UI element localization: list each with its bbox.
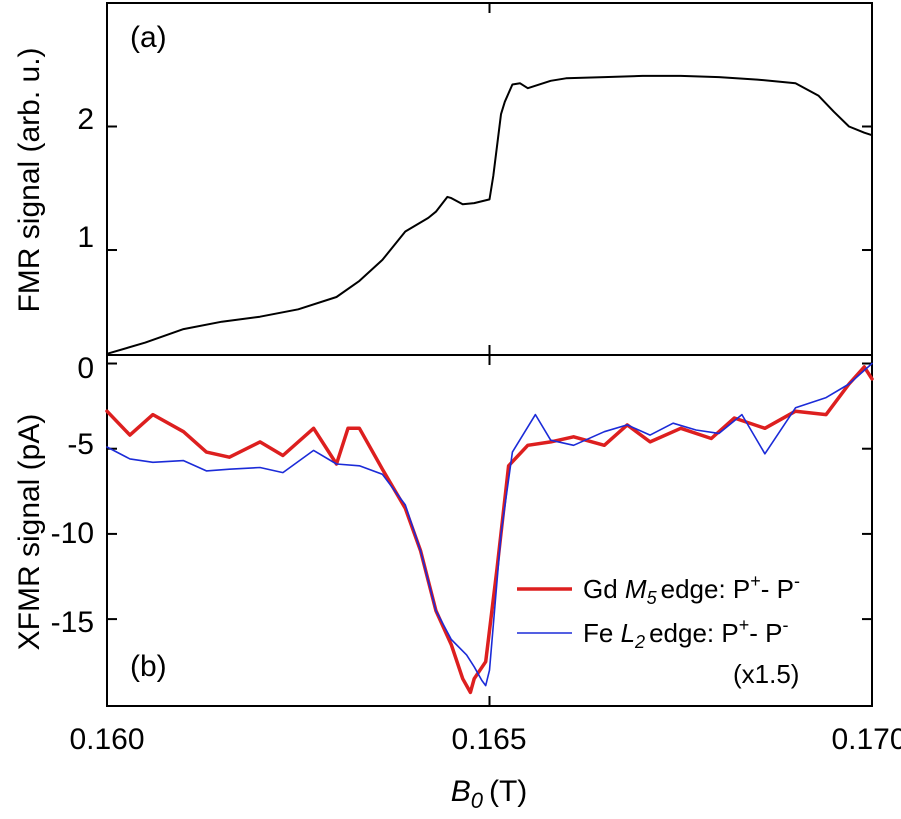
- panel-a-series-0: [106, 74, 873, 355]
- panel-b-ytick-label-m5: -5: [67, 428, 94, 461]
- x-axis-title: B0 (T): [451, 775, 528, 813]
- xtick-label-0165: 0.165: [451, 723, 526, 756]
- panel-b-label: (b): [130, 650, 167, 683]
- panel-a: 2 1 (a) FMR signal (arb. u.): [13, 2, 873, 356]
- xtick-label-0160: 0.160: [69, 723, 144, 756]
- panel-b: 0 -5 -10 -15 0.160 0.165 0.170 (b) XFMR …: [13, 352, 901, 813]
- x-axis-unit: (T): [489, 775, 527, 808]
- panel-a-series: [106, 74, 873, 355]
- panel-b-ytick-label-m15: -15: [51, 606, 94, 639]
- panel-a-frame: [106, 2, 873, 356]
- panel-b-ytick-label-m10: -10: [51, 517, 94, 550]
- panel-a-label: (a): [130, 21, 167, 54]
- panel-b-series-1: [106, 362, 873, 687]
- panel-b-series: [105, 362, 874, 695]
- panel-a-ytick-label-2: 2: [77, 103, 94, 136]
- x-axis-subscript: 0: [471, 788, 484, 813]
- panel-b-ytick-label-0: 0: [77, 352, 94, 385]
- legend-entry-fe: Fe L2 edge: P+- P-: [583, 615, 788, 652]
- legend-scale-note: (x1.5): [733, 659, 799, 689]
- panel-b-frame: [106, 354, 873, 707]
- x-axis-symbol: B: [451, 775, 471, 808]
- panel-a-ylabel: FMR signal (arb. u.): [13, 47, 46, 312]
- panel-a-ticks: [107, 3, 872, 355]
- panel-b-ylabel: XFMR signal (pA): [13, 414, 46, 651]
- panel-b-ticks: [107, 355, 872, 706]
- legend: Gd M5 edge: P+- P- Fe L2 edge: P+- P- (x1.…: [517, 571, 800, 689]
- panel-b-series-0: [105, 365, 874, 695]
- panel-a-ytick-label-1: 1: [77, 221, 94, 254]
- legend-entry-gd: Gd M5 edge: P+- P-: [583, 571, 800, 608]
- xtick-label-0170: 0.170: [831, 723, 901, 756]
